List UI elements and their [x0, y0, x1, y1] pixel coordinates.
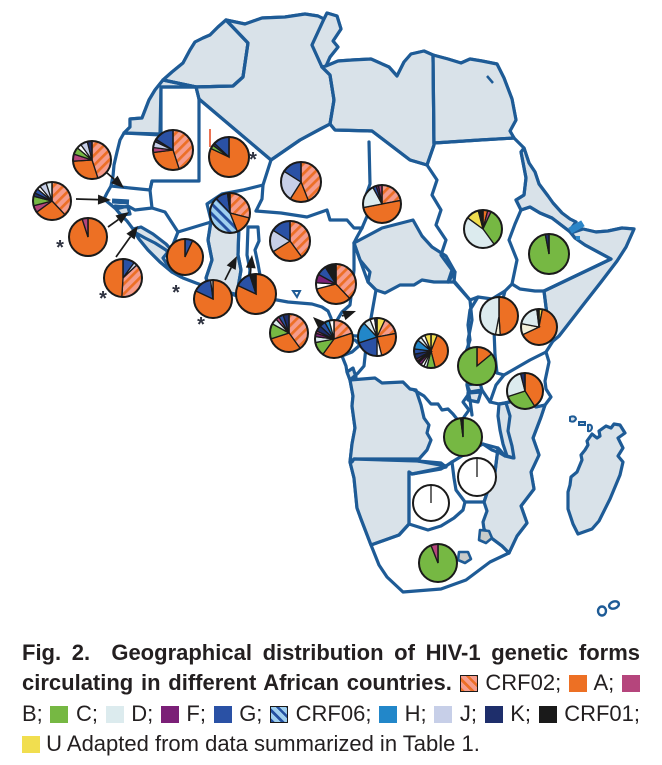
svg-text:*: * [99, 288, 107, 310]
svg-text:*: * [249, 149, 257, 171]
svg-text:*: * [56, 237, 64, 259]
svg-text:*: * [197, 314, 205, 336]
svg-text:*: * [172, 282, 180, 304]
